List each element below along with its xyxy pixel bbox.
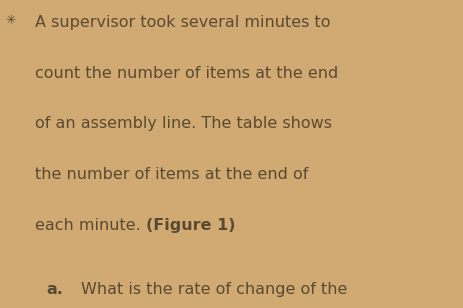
Text: What is the rate of change of the: What is the rate of change of the <box>81 282 347 297</box>
Text: of an assembly line. The table shows: of an assembly line. The table shows <box>35 116 331 132</box>
Text: count the number of items at the end: count the number of items at the end <box>35 66 338 81</box>
Text: the number of items at the end of: the number of items at the end of <box>35 167 307 182</box>
Text: (Figure 1): (Figure 1) <box>145 218 235 233</box>
Text: A supervisor took several minutes to: A supervisor took several minutes to <box>35 15 330 30</box>
Text: a.: a. <box>46 282 63 297</box>
Text: each minute.: each minute. <box>35 218 145 233</box>
Text: ✳: ✳ <box>6 14 16 27</box>
